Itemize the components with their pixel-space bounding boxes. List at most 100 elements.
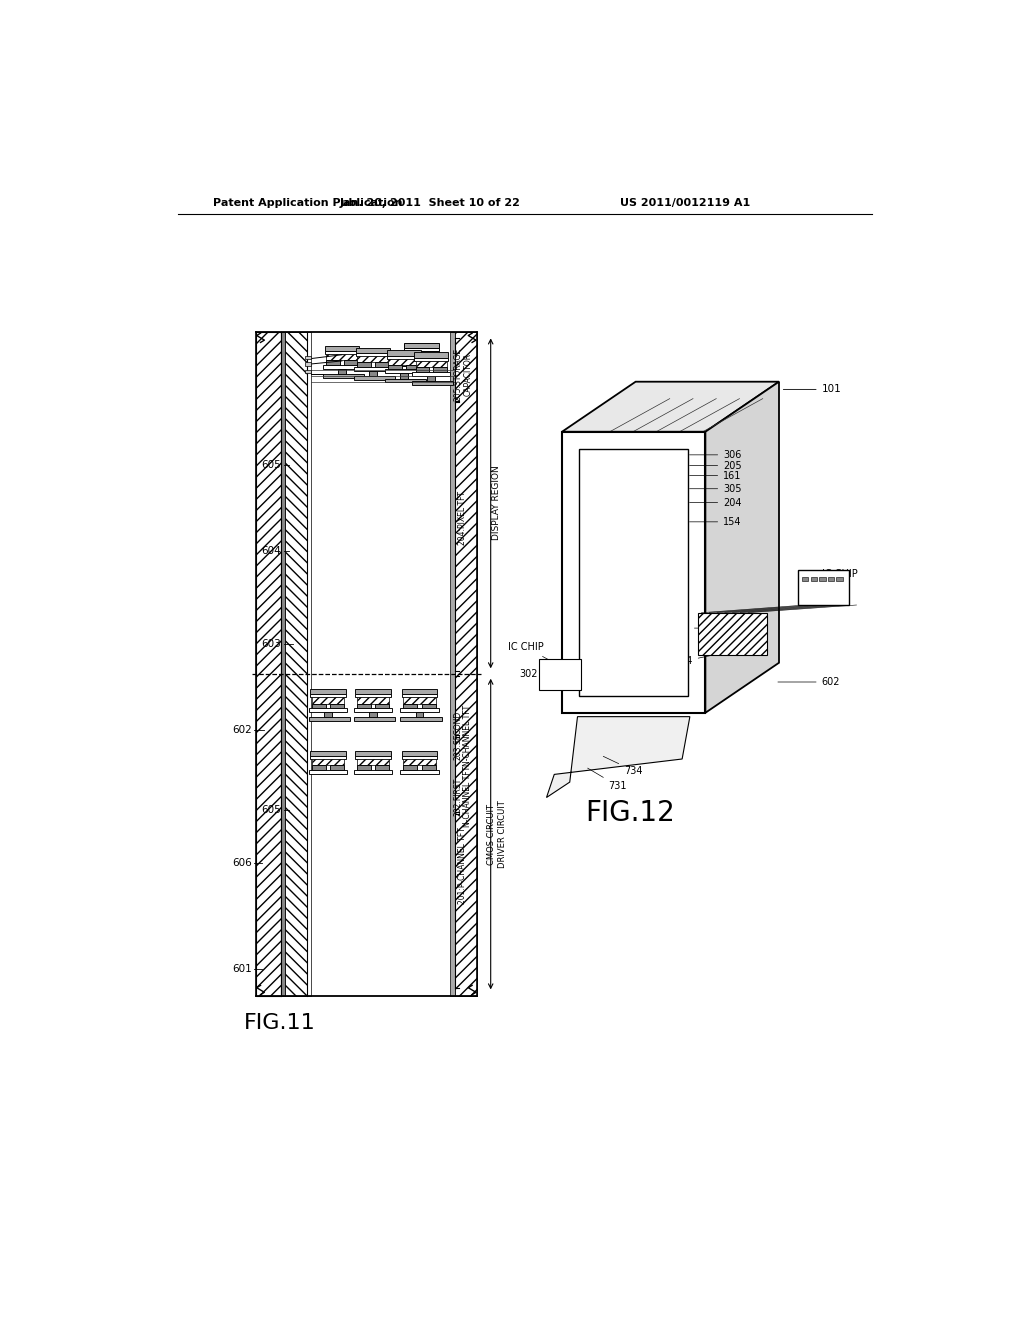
Text: 304: 304 (675, 656, 711, 667)
Text: 602: 602 (778, 677, 840, 686)
Bar (354, 367, 391, 371)
Bar (451, 331, 455, 997)
Bar (311, 704, 326, 708)
Bar (407, 364, 420, 370)
Text: IC CHIP: IC CHIP (508, 643, 552, 661)
Bar (310, 694, 346, 697)
Bar (286, 331, 307, 997)
Text: Patent Application Publication: Patent Application Publication (213, 198, 402, 209)
Bar (388, 364, 401, 370)
Text: 731: 731 (588, 768, 627, 791)
Bar (369, 371, 377, 376)
Bar (357, 356, 388, 363)
Bar (327, 354, 357, 360)
Bar (400, 708, 438, 711)
Text: 202:FIRST
N-CHANNEL TFT: 202:FIRST N-CHANNEL TFT (453, 766, 472, 828)
Text: 204: 204 (689, 498, 741, 508)
Text: DISPLAY REGION: DISPLAY REGION (493, 465, 502, 540)
Bar (357, 363, 371, 367)
Bar (385, 370, 423, 374)
Bar (539, 659, 582, 689)
Bar (327, 360, 340, 364)
Bar (400, 374, 408, 379)
Text: 204:PIXEL TFT: 204:PIXEL TFT (459, 491, 467, 545)
Bar (403, 704, 417, 708)
Text: 203:SECOND
N-CHANNEL TFT: 203:SECOND N-CHANNEL TFT (453, 705, 472, 766)
Text: Jan. 20, 2011  Sheet 10 of 22: Jan. 20, 2011 Sheet 10 of 22 (340, 198, 520, 209)
Text: 601: 601 (232, 964, 252, 974)
Bar (433, 367, 446, 372)
Bar (401, 756, 437, 759)
Bar (325, 346, 359, 351)
Text: 605: 605 (262, 459, 282, 470)
Bar (308, 770, 347, 774)
Bar (401, 751, 437, 756)
Bar (799, 570, 849, 605)
Bar (400, 363, 442, 367)
Bar (403, 343, 438, 348)
Bar (427, 376, 435, 381)
Text: 605: 605 (262, 805, 282, 814)
Bar (401, 689, 437, 694)
Bar (406, 359, 437, 363)
Bar (353, 708, 392, 711)
Polygon shape (562, 381, 779, 432)
Bar (416, 711, 423, 718)
Text: 201:P-CHANNEL TFT: 201:P-CHANNEL TFT (459, 828, 467, 904)
Bar (375, 766, 389, 770)
Bar (837, 577, 843, 581)
Bar (403, 348, 438, 351)
Bar (403, 759, 435, 766)
Bar (305, 370, 311, 374)
Text: 305: 305 (689, 483, 741, 494)
Bar (811, 577, 817, 581)
Text: US 2011/0012119 A1: US 2011/0012119 A1 (621, 198, 751, 209)
Bar (414, 352, 449, 358)
Text: 734: 734 (603, 756, 642, 776)
Bar (353, 770, 392, 774)
Bar (455, 331, 477, 997)
Bar (311, 759, 344, 766)
Bar (305, 363, 311, 366)
Bar (331, 766, 344, 770)
Text: 148: 148 (671, 623, 698, 634)
Text: 161: 161 (689, 471, 741, 480)
Text: FIG.12: FIG.12 (586, 799, 675, 826)
Bar (354, 376, 394, 380)
Bar (422, 766, 435, 770)
Bar (310, 751, 346, 756)
Text: 303: 303 (821, 585, 845, 594)
Text: FIG.11: FIG.11 (245, 1014, 316, 1034)
Bar (307, 331, 311, 997)
Text: IC CHIP: IC CHIP (821, 569, 857, 579)
Bar (331, 704, 344, 708)
Bar (356, 759, 389, 766)
Bar (416, 367, 429, 372)
Bar (311, 766, 326, 770)
Bar (355, 694, 391, 697)
Text: CMOS CIRCUIT
DRIVER CIRCUIT: CMOS CIRCUIT DRIVER CIRCUIT (487, 801, 507, 869)
Bar (802, 577, 809, 581)
Bar (413, 381, 453, 385)
Bar (579, 449, 688, 696)
Bar (353, 718, 395, 721)
Bar (387, 355, 421, 359)
Bar (344, 360, 357, 364)
Bar (400, 770, 438, 774)
Bar (403, 355, 438, 359)
Bar (356, 697, 389, 704)
Bar (416, 360, 446, 367)
Bar (401, 694, 437, 697)
Bar (388, 359, 420, 364)
Bar (305, 356, 311, 359)
Bar (403, 766, 417, 770)
Text: 302: 302 (519, 669, 543, 680)
Bar (356, 766, 371, 770)
Bar (310, 689, 346, 694)
Text: 205:STORAGE
CAPACITOR: 205:STORAGE CAPACITOR (453, 347, 472, 400)
Bar (308, 708, 347, 711)
Bar (422, 704, 435, 708)
Bar (403, 697, 435, 704)
Text: 603: 603 (262, 639, 282, 649)
Bar (325, 351, 359, 354)
